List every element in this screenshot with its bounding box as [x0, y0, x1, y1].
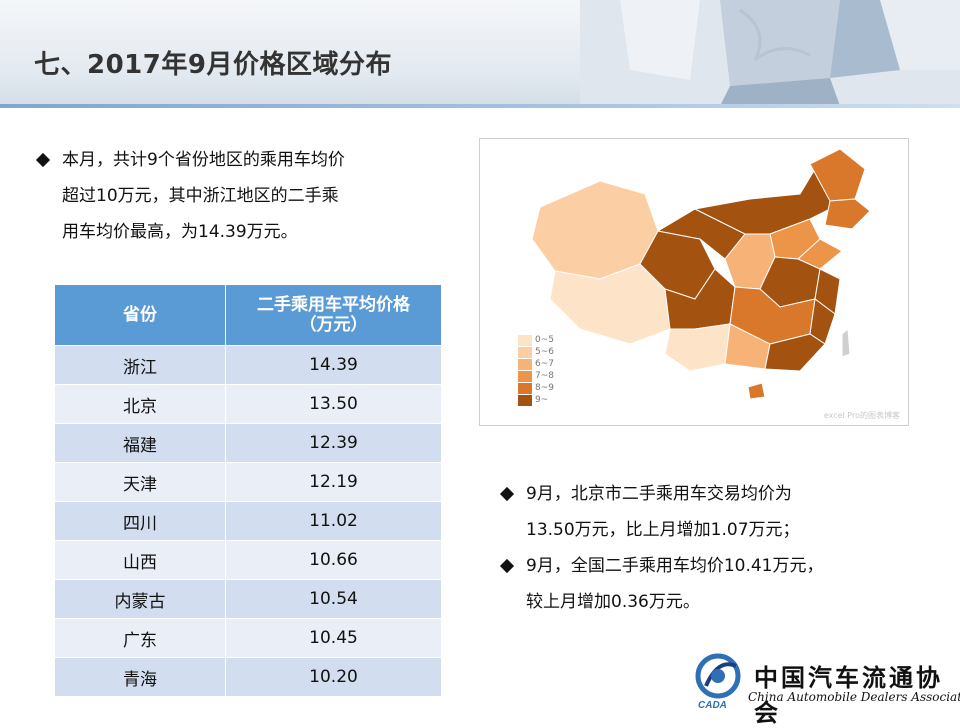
cell-province: 浙江: [54, 345, 226, 385]
diamond-bullet-icon: [499, 486, 515, 502]
map-legend: 0~5 5~6 6~7 7~8 8~9 9~: [518, 334, 554, 406]
cell-province: 广东: [54, 618, 226, 658]
col-header-avg-price: 二手乘用车平均价格 （万元）: [225, 284, 442, 346]
cell-province: 山西: [54, 540, 226, 580]
cell-province: 内蒙古: [54, 579, 226, 619]
summary-bullet: 9月，全国二手乘用车均价10.41万元， 较上月增加0.36万元。: [499, 548, 920, 620]
legend-label: 6~7: [535, 359, 554, 369]
region-hainan: [747, 382, 766, 400]
china-map-image: [531, 148, 871, 400]
cell-province: 天津: [54, 462, 226, 502]
table-row: 青海 10.20: [54, 657, 442, 697]
cell-province: 四川: [54, 501, 226, 541]
summary-2-line-2: 较上月增加0.36万元。: [526, 592, 700, 612]
summary-1-line-2: 13.50万元，比上月增加1.07万元；: [526, 520, 800, 540]
region-guangdong: [764, 333, 826, 372]
summary-bullet: 9月，北京市二手乘用车交易均价为 13.50万元，比上月增加1.07万元；: [499, 476, 920, 548]
legend-item: 0~5: [518, 334, 554, 346]
legend-swatch: [518, 346, 532, 358]
legend-label: 8~9: [535, 383, 554, 393]
page-title: 七、2017年9月价格区域分布: [34, 50, 392, 80]
cell-price: 10.45: [225, 618, 442, 658]
cell-province: 北京: [54, 384, 226, 424]
table-header-row: 省份 二手乘用车平均价格 （万元）: [54, 284, 442, 346]
intro-bullet-list: 本月，共计9个省份地区的乘用车均价 超过10万元，其中浙江地区的二手乘 用车均价…: [35, 142, 436, 250]
map-watermark: excel Pro的图表博客: [823, 411, 900, 420]
cell-province: 福建: [54, 423, 226, 463]
table-row: 浙江 14.39: [54, 345, 442, 385]
table-row: 四川 11.02: [54, 501, 442, 541]
diamond-bullet-icon: [35, 152, 51, 168]
legend-swatch: [518, 394, 532, 406]
cell-price: 13.50: [225, 384, 442, 424]
cell-price: 10.20: [225, 657, 442, 697]
intro-bullet: 本月，共计9个省份地区的乘用车均价 超过10万元，其中浙江地区的二手乘 用车均价…: [35, 142, 436, 250]
table-row: 北京 13.50: [54, 384, 442, 424]
cell-price: 10.66: [225, 540, 442, 580]
cell-province: 青海: [54, 657, 226, 697]
intro-line-3: 用车均价最高，为14.39万元。: [62, 222, 298, 242]
logo-mark-text: CADA: [698, 700, 727, 710]
cell-price: 12.19: [225, 462, 442, 502]
header-divider: [0, 104, 960, 108]
legend-swatch: [518, 334, 532, 346]
legend-label: 0~5: [535, 335, 554, 345]
legend-item: 5~6: [518, 346, 554, 358]
logo-english-name: China Automobile Dealers Association: [748, 690, 960, 704]
cada-logo: CADA 中国汽车流通协会 China Automobile Dealers A…: [692, 650, 960, 727]
cell-price: 10.54: [225, 579, 442, 619]
legend-label: 7~8: [535, 371, 554, 381]
summary-bullet-list: 9月，北京市二手乘用车交易均价为 13.50万元，比上月增加1.07万元； 9月…: [499, 476, 920, 620]
region-taiwan: [841, 327, 851, 358]
region-yunnan: [664, 323, 731, 372]
table-row: 广东 10.45: [54, 618, 442, 658]
price-table: 省份 二手乘用车平均价格 （万元） 浙江 14.39 北京 13.50 福建 1…: [54, 284, 442, 697]
intro-line-2: 超过10万元，其中浙江地区的二手乘: [62, 186, 339, 206]
cada-logo-icon: CADA: [695, 653, 741, 710]
table-row: 山西 10.66: [54, 540, 442, 580]
summary-1-line-1: 9月，北京市二手乘用车交易均价为: [526, 484, 792, 504]
diamond-bullet-icon: [499, 558, 515, 574]
header-decoration-cubes: [580, 0, 960, 106]
legend-item: 7~8: [518, 370, 554, 382]
legend-swatch: [518, 382, 532, 394]
intro-line-1: 本月，共计9个省份地区的乘用车均价: [62, 150, 345, 170]
col-header-avg-price-line1: 二手乘用车平均价格: [257, 295, 410, 315]
slide-header: 七、2017年9月价格区域分布: [0, 0, 960, 106]
cell-price: 11.02: [225, 501, 442, 541]
legend-label: 5~6: [535, 347, 554, 357]
table-row: 福建 12.39: [54, 423, 442, 463]
legend-item: 6~7: [518, 358, 554, 370]
legend-label: 9~: [535, 395, 549, 405]
region-jilin: [824, 198, 871, 230]
legend-item: 8~9: [518, 382, 554, 394]
region-heilongjiang: [809, 148, 866, 202]
table-row: 天津 12.19: [54, 462, 442, 502]
legend-swatch: [518, 370, 532, 382]
table-row: 内蒙古 10.54: [54, 579, 442, 619]
china-price-map: 0~5 5~6 6~7 7~8 8~9 9~ excel Pro的图表博客: [479, 138, 909, 426]
legend-item: 9~: [518, 394, 554, 406]
summary-2-line-1: 9月，全国二手乘用车均价10.41万元，: [526, 556, 824, 576]
cell-price: 14.39: [225, 345, 442, 385]
cell-price: 12.39: [225, 423, 442, 463]
col-header-avg-price-line2: （万元）: [299, 315, 368, 335]
legend-swatch: [518, 358, 532, 370]
col-header-province: 省份: [54, 284, 226, 346]
